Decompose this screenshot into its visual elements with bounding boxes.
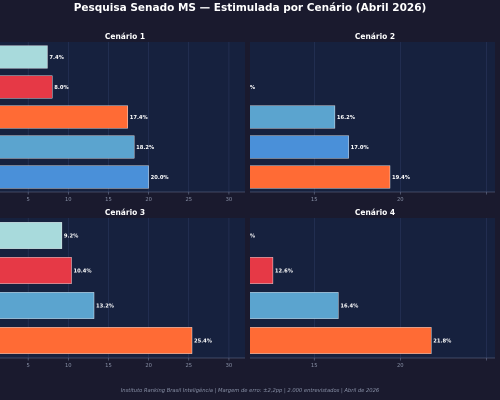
x-tick-label: 25 — [185, 363, 192, 369]
bar — [0, 105, 128, 129]
chart-panel-cenario-3: Cenário 3 5 10 15 20 25 30 9.2% 10.4% 13.2% 25.4% — [0, 206, 250, 386]
bar — [0, 45, 48, 69]
bar-value-label: 12.6% — [275, 268, 294, 274]
bar-value-label: 18.2% — [136, 145, 155, 151]
bar-value-label: 10.4% — [74, 268, 93, 274]
chart-title: Cenário 3 — [104, 208, 146, 217]
bar-value-label: 16.2% — [337, 115, 356, 121]
bar-chart-cenario-4: 0510152010.4%Soraya (PSB)12.6%Vander Lou… — [250, 218, 495, 369]
x-tick-label: 15 — [105, 197, 112, 203]
bar-value-label: 10.4% — [250, 85, 256, 91]
bar-value-label: 9.2% — [64, 233, 79, 239]
chart-panel-cenario-2: Cenário 2 051015208.0%Soraya (PSB)10.4%V… — [250, 30, 500, 215]
bar-chart-cenario-2: 051015208.0%Soraya (PSB)10.4%Vander Loub… — [250, 42, 495, 203]
bar — [0, 257, 72, 284]
bar — [0, 135, 135, 159]
x-tick-label: 10 — [65, 197, 72, 203]
chart-title: Cenário 4 — [354, 208, 396, 217]
bar — [0, 222, 63, 249]
bar-value-label: 21.8% — [433, 338, 452, 344]
x-tick-label: 30 — [226, 363, 233, 369]
x-tick-label: 15 — [311, 363, 318, 369]
bar-value-label: 16.4% — [340, 303, 359, 309]
x-tick-label: 20 — [145, 363, 152, 369]
x-tick-label: 20 — [397, 197, 404, 203]
bar — [250, 257, 274, 284]
bar-value-label: 10.4% — [250, 233, 256, 239]
x-tick-label: 20 — [397, 363, 404, 369]
chart-panel-cenario-4: Cenário 4 0510152010.4%Soraya (PSB)12.6%… — [250, 206, 500, 386]
page-title: Pesquisa Senado MS — Estimulada por Cená… — [73, 2, 427, 14]
bar-chart-cenario-1: 5 10 15 20 25 30 7.4% 8.0% 17.4% 18.2% 20.0% — [0, 42, 245, 203]
bar-chart-cenario-3: 5 10 15 20 25 30 9.2% 10.4% 13.2% 25.4% — [0, 218, 245, 369]
bar — [0, 327, 193, 354]
bar — [250, 292, 339, 319]
footer-source-note: Instituto Ranking Brasil Inteligência | … — [120, 388, 380, 394]
chart-panel-cenario-1: Cenário 1 5 10 15 20 25 30 7.4% 8.0% 17.4% 18.2% 2… — [0, 30, 250, 215]
x-tick-label: 5 — [27, 197, 30, 203]
x-tick-label: 20 — [145, 197, 152, 203]
chart-title: Cenário 1 — [104, 32, 146, 41]
chart-title: Cenário 2 — [354, 32, 396, 41]
x-tick-label: 15 — [311, 197, 318, 203]
bar-value-label: 17.4% — [130, 115, 149, 121]
bar — [250, 165, 391, 189]
bar — [250, 105, 336, 129]
x-tick-label: 5 — [27, 363, 30, 369]
bar-value-label: 7.4% — [49, 55, 64, 61]
x-tick-label: 10 — [65, 363, 72, 369]
bar — [0, 165, 149, 189]
bar — [250, 135, 349, 159]
x-tick-label: 15 — [105, 363, 112, 369]
bar-value-label: 25.4% — [194, 338, 213, 344]
bar-value-label: 20.0% — [151, 175, 170, 181]
bar-value-label: 19.4% — [392, 175, 411, 181]
bar-value-label: 13.2% — [96, 303, 115, 309]
bar — [0, 292, 95, 319]
bar — [0, 75, 53, 99]
bar-value-label: 17.0% — [351, 145, 370, 151]
x-tick-label: 30 — [226, 197, 233, 203]
bar-value-label: 8.0% — [54, 85, 69, 91]
x-tick-label: 25 — [185, 197, 192, 203]
bar — [250, 327, 432, 354]
